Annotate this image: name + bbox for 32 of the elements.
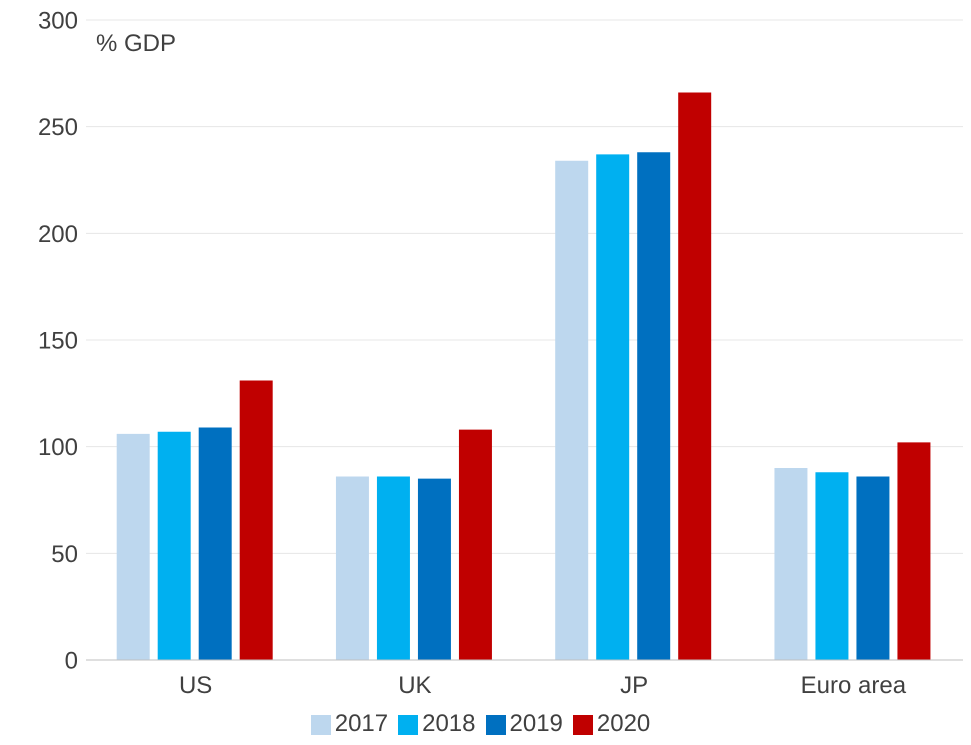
x-tick-label: UK — [398, 672, 432, 700]
x-tick-label: US — [178, 672, 212, 700]
bar — [856, 476, 890, 660]
y-axis-title: % GDP — [96, 30, 176, 58]
bar — [637, 152, 670, 660]
bar — [897, 442, 930, 660]
y-tick-label: 200 — [38, 220, 78, 248]
bar — [458, 430, 492, 660]
x-tick-label: JP — [620, 672, 648, 700]
x-tick-label: Euro area — [800, 672, 907, 700]
bar — [198, 427, 232, 660]
y-tick-label: 150 — [38, 328, 78, 355]
bar — [555, 160, 588, 660]
y-tick-label: 250 — [38, 114, 78, 142]
bar — [596, 154, 630, 660]
y-tick-label: 300 — [38, 8, 78, 35]
bar — [678, 92, 712, 660]
legend-label: 2020 — [596, 710, 650, 737]
bar — [116, 434, 150, 660]
bar — [376, 476, 410, 660]
y-tick-label: 100 — [38, 434, 78, 462]
bar — [336, 476, 369, 660]
y-tick-label: 0 — [64, 648, 78, 675]
bar — [418, 478, 451, 660]
y-tick-label: 50 — [51, 540, 78, 568]
legend-label: 2019 — [510, 710, 563, 737]
bar — [774, 468, 808, 660]
bar — [240, 380, 273, 660]
legend-label: 2018 — [422, 710, 476, 737]
bar — [158, 432, 191, 660]
bar — [815, 472, 848, 660]
legend-label: 2017 — [334, 710, 388, 737]
